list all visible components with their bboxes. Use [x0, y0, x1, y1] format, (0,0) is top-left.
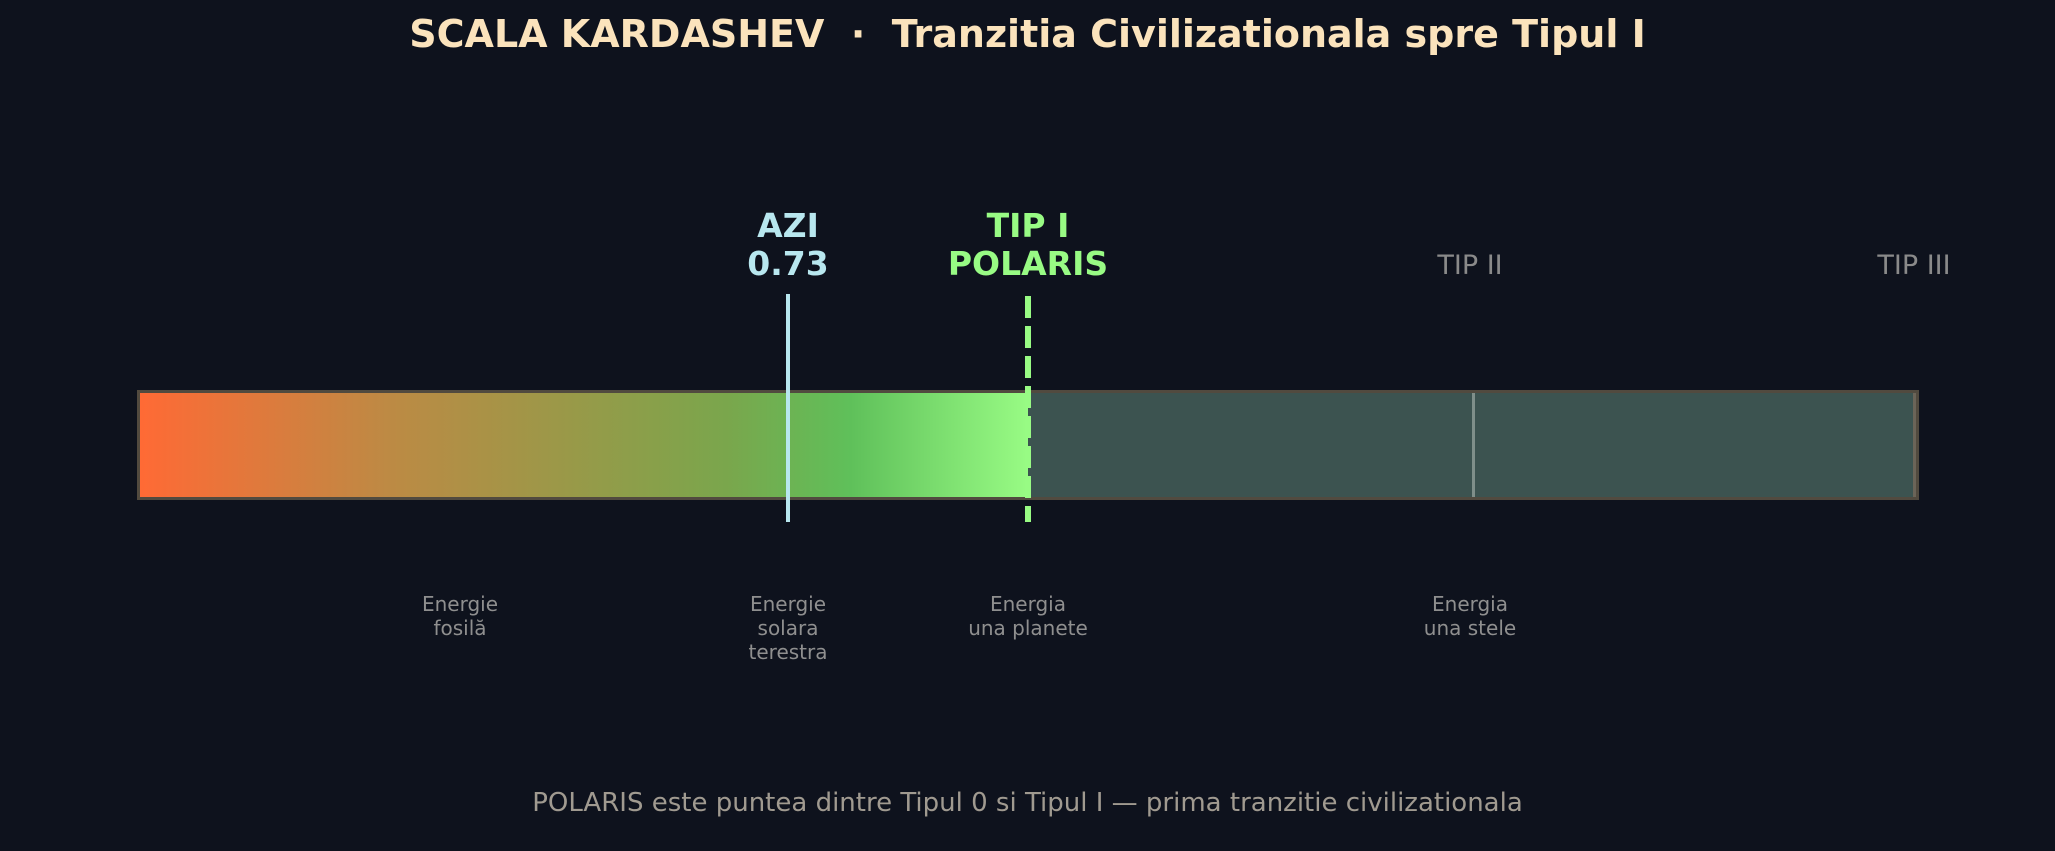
tip-iii-tick	[1913, 393, 1916, 497]
desc-line: solara	[757, 616, 819, 640]
tip-i-label-title: TIP I	[986, 206, 1070, 245]
azi-marker-line	[786, 294, 790, 522]
desc-star-energy: Energia una stele	[1424, 592, 1516, 640]
desc-line: una planete	[968, 616, 1088, 640]
azi-label: AZI 0.73	[747, 207, 828, 283]
desc-line: terestra	[748, 640, 828, 664]
azi-label-value: 0.73	[747, 244, 829, 283]
desc-line: Energia	[1432, 592, 1508, 616]
tip-iii-label: TIP III	[1877, 250, 1951, 281]
page-title: SCALA KARDASHEV · Tranzitia Civilization…	[409, 12, 1646, 56]
progress-gradient-fill	[140, 393, 1028, 497]
desc-solar-energy: Energie solara terestra	[749, 592, 828, 664]
desc-planet-energy: Energia una planete	[968, 592, 1088, 640]
desc-line: una stele	[1423, 616, 1517, 640]
desc-line: fosilă	[433, 616, 487, 640]
desc-fossil-energy: Energie fosilă	[422, 592, 498, 640]
footer-caption: POLARIS este puntea dintre Tipul 0 si Ti…	[532, 788, 1523, 818]
tip-i-marker-line	[1025, 296, 1031, 522]
tip-ii-label: TIP II	[1437, 250, 1503, 281]
azi-label-title: AZI	[757, 206, 819, 245]
desc-line: Energia	[989, 592, 1066, 616]
tip-i-label: TIP I POLARIS	[948, 207, 1108, 283]
tip-ii-tick	[1472, 393, 1475, 497]
desc-line: Energie	[749, 592, 827, 616]
desc-line: Energie	[421, 592, 499, 616]
tip-i-label-name: POLARIS	[947, 244, 1109, 283]
